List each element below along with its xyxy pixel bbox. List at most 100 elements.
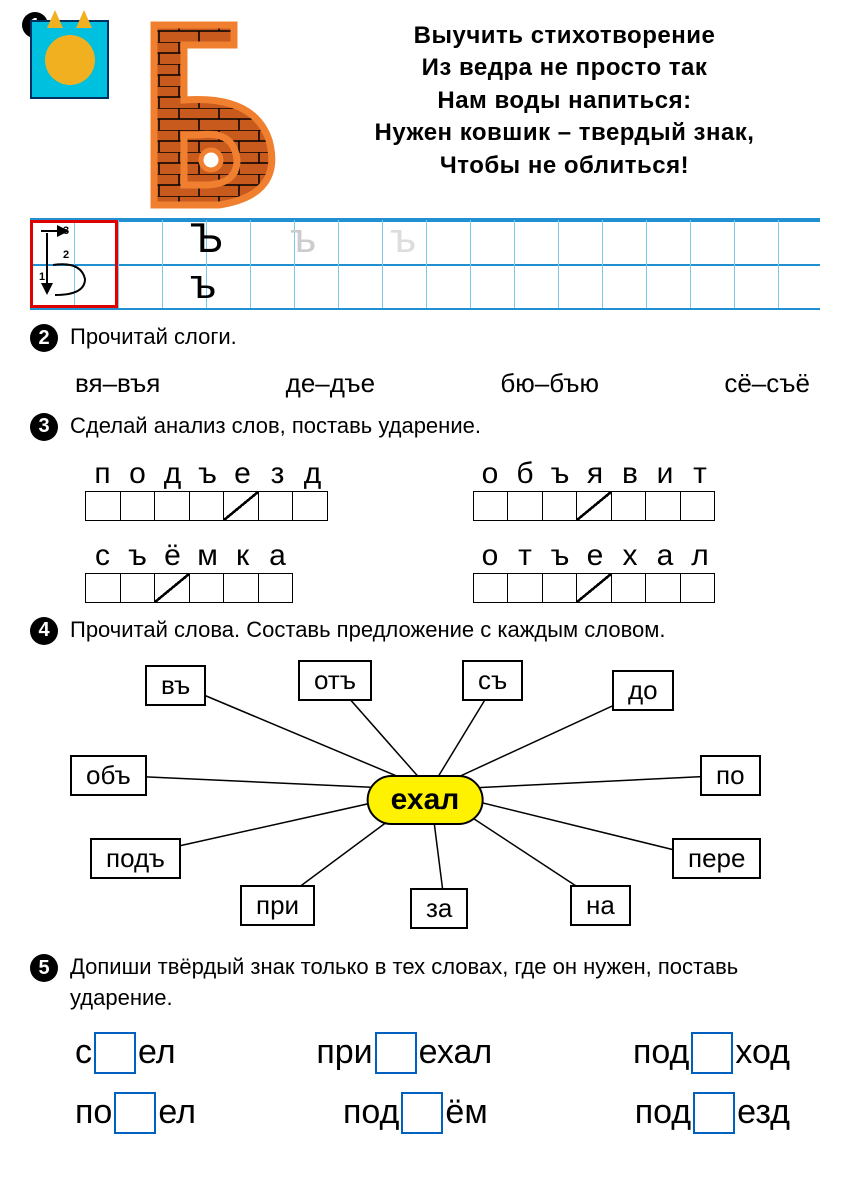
task-instruction: Прочитай слова. Составь предложение с ка… bbox=[70, 615, 666, 646]
syllable: де–дъе bbox=[286, 368, 375, 399]
analysis-box bbox=[474, 574, 509, 602]
prefix-box: до bbox=[612, 670, 674, 711]
prefix-box: пере bbox=[672, 838, 761, 879]
word-analysis-grid: подъезд объявит съёмка отъехал bbox=[85, 457, 780, 603]
letter-cell: л bbox=[683, 539, 718, 573]
fill-pre: по bbox=[75, 1093, 112, 1132]
letter-cell: з bbox=[260, 457, 295, 491]
letter-cell: д bbox=[295, 457, 330, 491]
prefix-box: при bbox=[240, 885, 315, 926]
letter-cell: м bbox=[190, 539, 225, 573]
fill-word: при ехал bbox=[316, 1032, 492, 1074]
analysis-box bbox=[508, 492, 543, 520]
task-badge-3: 3 bbox=[30, 413, 58, 441]
letter-cell: т bbox=[508, 539, 543, 573]
prefix-box: подъ bbox=[90, 838, 181, 879]
poem-line: Из ведра не просто так bbox=[309, 52, 820, 84]
analysis-box bbox=[259, 574, 293, 602]
diagram-center: ехал bbox=[367, 775, 484, 825]
fill-post: езд bbox=[737, 1093, 790, 1132]
analysis-box bbox=[612, 574, 647, 602]
analysis-box bbox=[224, 492, 259, 520]
letter-cell: б bbox=[508, 457, 543, 491]
fill-box bbox=[401, 1092, 443, 1134]
fill-words-block: селприехалподход поелподёмподезд bbox=[30, 1032, 820, 1134]
letter-cell: ъ bbox=[543, 539, 578, 573]
letter-cell: а bbox=[648, 539, 683, 573]
letter-cell: т bbox=[683, 457, 718, 491]
analysis-box bbox=[293, 492, 327, 520]
letter-cell: о bbox=[120, 457, 155, 491]
letter-cell: е bbox=[578, 539, 613, 573]
letter-cell: с bbox=[85, 539, 120, 573]
analysis-box bbox=[681, 492, 715, 520]
fill-pre: под bbox=[635, 1093, 691, 1132]
analysis-box bbox=[612, 492, 647, 520]
letter-guide-box: 1 2 3 bbox=[30, 220, 118, 308]
fill-box bbox=[114, 1092, 156, 1134]
analysis-box bbox=[577, 492, 612, 520]
syllable: вя–въя bbox=[75, 368, 160, 399]
task-instruction: Сделай анализ слов, поставь ударение. bbox=[70, 411, 481, 442]
prefix-box: за bbox=[410, 888, 468, 929]
sample-letter-faded: ъ bbox=[390, 214, 416, 262]
fill-box bbox=[94, 1032, 136, 1074]
poem-line: Нам воды напиться: bbox=[309, 85, 820, 117]
analysis-box bbox=[224, 574, 259, 602]
analysis-box bbox=[681, 574, 715, 602]
word-block: подъезд bbox=[85, 457, 393, 521]
letter-cell: е bbox=[225, 457, 260, 491]
fill-pre: при bbox=[316, 1033, 372, 1072]
task-badge-5: 5 bbox=[30, 954, 58, 982]
syllable: бю–бъю bbox=[500, 368, 599, 399]
task-instruction: Допиши твёрдый знак только в тех словах,… bbox=[70, 952, 820, 1014]
letter-cell: а bbox=[260, 539, 295, 573]
letter-cell: ъ bbox=[190, 457, 225, 491]
sample-letter-faded: ъ bbox=[290, 214, 316, 262]
analysis-box bbox=[121, 492, 156, 520]
analysis-box bbox=[155, 492, 190, 520]
fill-pre: с bbox=[75, 1033, 92, 1072]
fill-word: сел bbox=[75, 1032, 176, 1074]
fill-post: ём bbox=[445, 1093, 487, 1132]
fill-post: ехал bbox=[419, 1033, 493, 1072]
writing-grid: 1 2 3 Ъ ъ ъ ъ bbox=[30, 218, 820, 310]
prefix-box: на bbox=[570, 885, 631, 926]
word-block: отъехал bbox=[473, 539, 781, 603]
analysis-box bbox=[543, 574, 578, 602]
fill-word: подём bbox=[343, 1092, 488, 1134]
letter-cell: х bbox=[613, 539, 648, 573]
fill-row: по ел подём под езд bbox=[75, 1092, 790, 1134]
fill-word: по ел bbox=[75, 1092, 196, 1134]
fill-post: ел bbox=[158, 1093, 196, 1132]
analysis-box bbox=[259, 492, 294, 520]
analysis-box bbox=[577, 574, 612, 602]
letter-cell: д bbox=[155, 457, 190, 491]
analysis-box bbox=[543, 492, 578, 520]
letter-cell: о bbox=[473, 457, 508, 491]
sample-letter: Ъ bbox=[190, 214, 223, 262]
fill-word: под езд bbox=[635, 1092, 790, 1134]
prefix-box: въ bbox=[145, 665, 206, 706]
analysis-box bbox=[190, 574, 225, 602]
analysis-box bbox=[646, 574, 681, 602]
analysis-box bbox=[155, 574, 190, 602]
poem-line: Выучить стихотворение bbox=[309, 20, 820, 52]
letter-cell: ъ bbox=[120, 539, 155, 573]
task-badge-2: 2 bbox=[30, 324, 58, 352]
analysis-box bbox=[474, 492, 509, 520]
analysis-box bbox=[190, 492, 225, 520]
letter-cell: ё bbox=[155, 539, 190, 573]
fill-box bbox=[693, 1092, 735, 1134]
analysis-box bbox=[86, 492, 121, 520]
syllables-row: вя–въя де–дъе бю–бъю сё–съё bbox=[75, 368, 810, 399]
letter-cell: о bbox=[473, 539, 508, 573]
syllable: сё–съё bbox=[724, 368, 810, 399]
letter-cell: к bbox=[225, 539, 260, 573]
prefix-box: отъ bbox=[298, 660, 372, 701]
word-block: объявит bbox=[473, 457, 781, 521]
letter-cell: в bbox=[613, 457, 648, 491]
analysis-box bbox=[121, 574, 156, 602]
mascot-icon bbox=[30, 20, 109, 99]
prefix-box: съ bbox=[462, 660, 523, 701]
